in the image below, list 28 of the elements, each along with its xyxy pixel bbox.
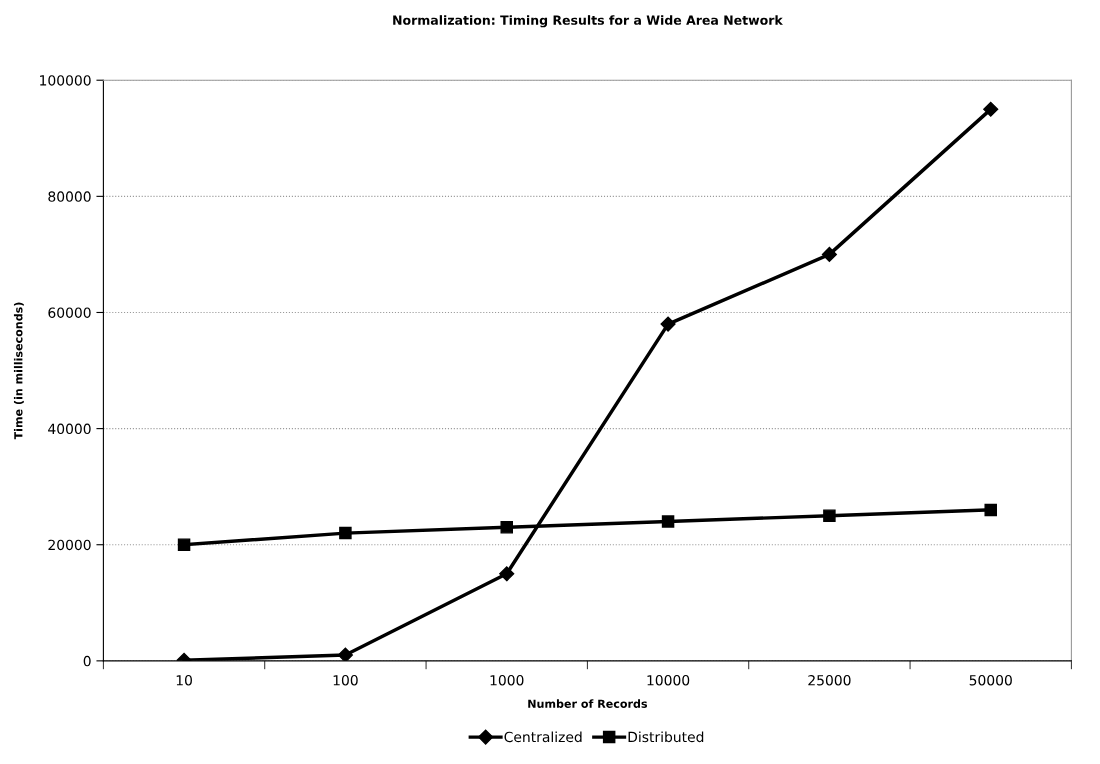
y-tick-label: 20000: [48, 539, 91, 551]
x-axis-title: Number of Records: [528, 699, 648, 708]
y-tick-label: 60000: [48, 307, 91, 318]
point: [983, 101, 999, 117]
point: [661, 515, 675, 528]
legend-label: Distributed: [628, 731, 704, 743]
point: [823, 509, 836, 522]
y-tick-label: 100000: [40, 75, 91, 86]
point: [339, 526, 352, 540]
chart-title: Normalization: Timing Results for a Wide Area Network: [393, 15, 783, 28]
point: [660, 316, 676, 332]
point: [177, 538, 191, 551]
x-tick-label: 10000: [647, 674, 690, 686]
y-tick-label: 80000: [48, 191, 91, 202]
legend-label: Centralized: [504, 731, 582, 743]
point: [500, 521, 513, 534]
point: [984, 503, 997, 517]
x-tick-label: 10: [176, 674, 192, 686]
x-tick-label: 1000: [490, 674, 524, 686]
x-tick-label: 50000: [969, 674, 1012, 686]
point: [499, 566, 515, 582]
y-tick-label: 40000: [48, 423, 91, 435]
y-axis-title: Time (in milliseconds): [13, 302, 24, 440]
x-tick-label: 100: [333, 674, 358, 686]
x-tick-label: 25000: [808, 674, 851, 686]
y-tick-label: 0: [83, 655, 91, 667]
point: [337, 647, 353, 661]
point: [821, 246, 837, 262]
